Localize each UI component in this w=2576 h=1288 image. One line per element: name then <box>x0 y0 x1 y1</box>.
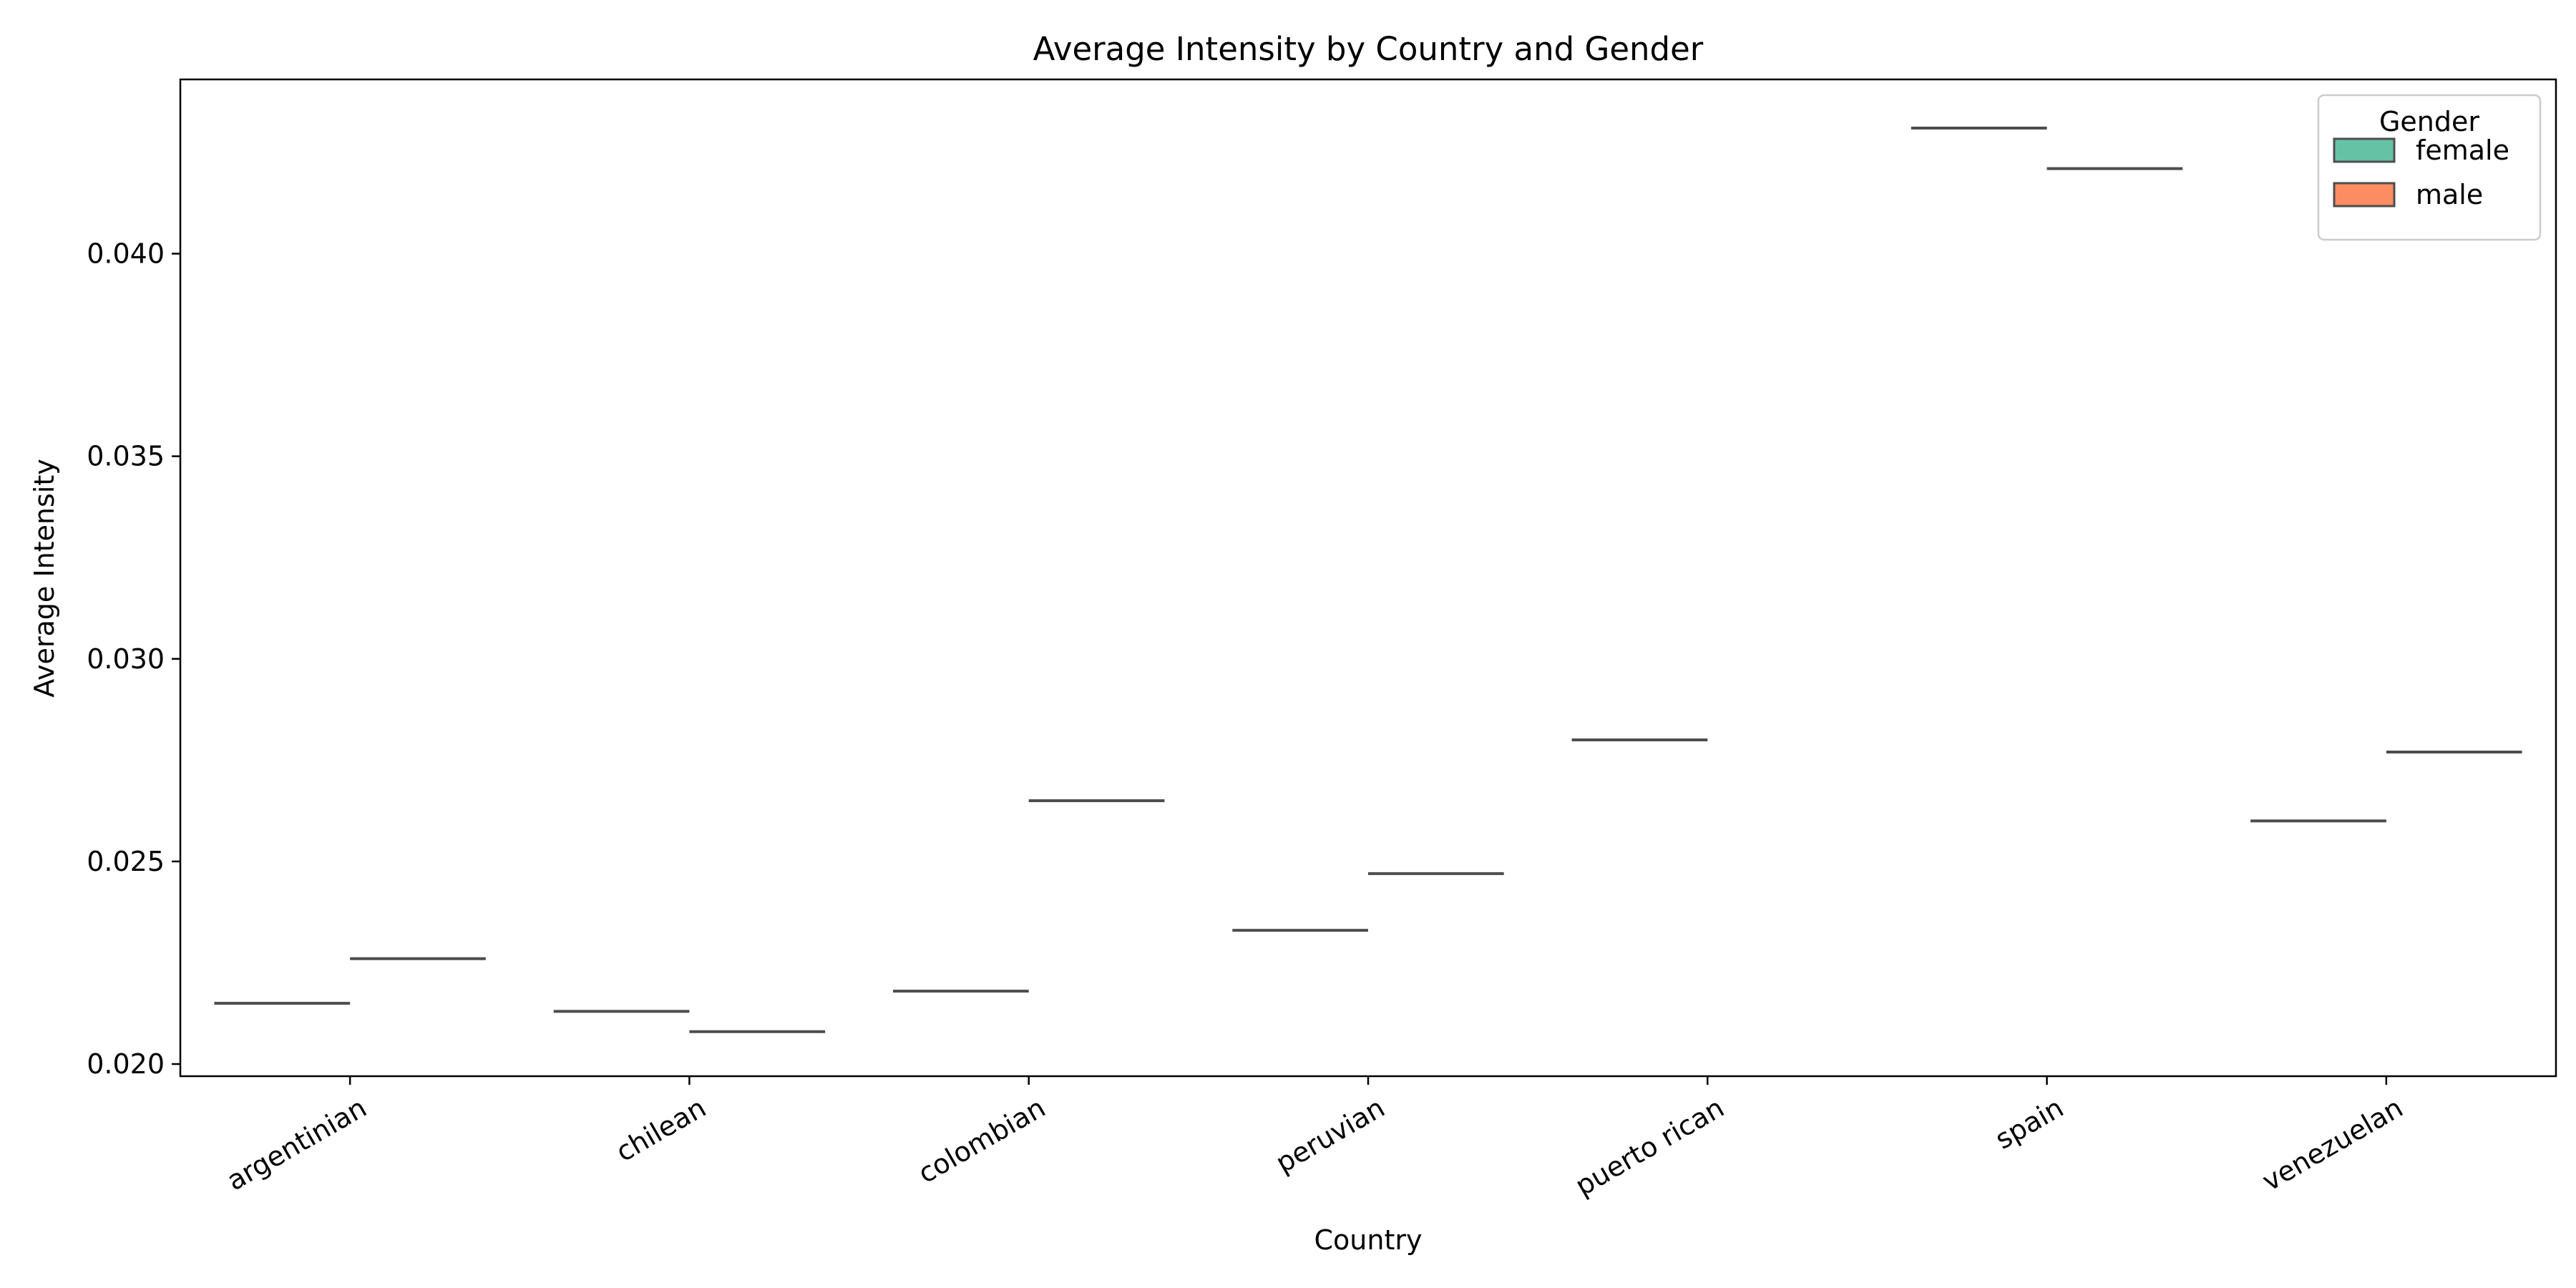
legend-label-female: female <box>2416 135 2509 166</box>
legend-swatch-male <box>2333 182 2396 208</box>
y-tick-label: 0.025 <box>87 846 165 877</box>
legend-swatch-female <box>2333 137 2396 163</box>
y-tick-label: 0.040 <box>87 238 165 269</box>
legend-label-male: male <box>2416 179 2483 210</box>
y-tick-label: 0.035 <box>87 441 165 472</box>
y-tick-label: 0.020 <box>87 1048 165 1080</box>
x-tick-label: spain <box>1990 1092 2069 1156</box>
x-axis-label: Country <box>1314 1224 1423 1256</box>
legend-entries: female male <box>2333 135 2509 210</box>
x-tick-label: puerto rican <box>1570 1092 1729 1202</box>
y-axis-label: Average Intensity <box>29 459 60 698</box>
y-axis: 0.020 0.025 0.030 0.035 0.040 <box>87 238 180 1080</box>
legend: Gender female male <box>2317 94 2542 241</box>
x-tick-label: argentinian <box>221 1092 371 1197</box>
x-tick-label: chilean <box>610 1092 711 1169</box>
x-tick-label: venezuelan <box>2257 1092 2408 1197</box>
plot-marks <box>214 126 2522 1033</box>
legend-title: Gender <box>2379 106 2479 137</box>
x-axis: argentinian chilean colombian peruvian puert… <box>221 1076 2408 1202</box>
y-tick-label: 0.030 <box>87 643 165 675</box>
x-tick-label: colombian <box>913 1092 1051 1190</box>
plot-frame <box>179 78 2557 1078</box>
chart-title: Average Intensity by Country and Gender <box>1033 30 1704 68</box>
x-tick-label: peruvian <box>1270 1092 1390 1179</box>
